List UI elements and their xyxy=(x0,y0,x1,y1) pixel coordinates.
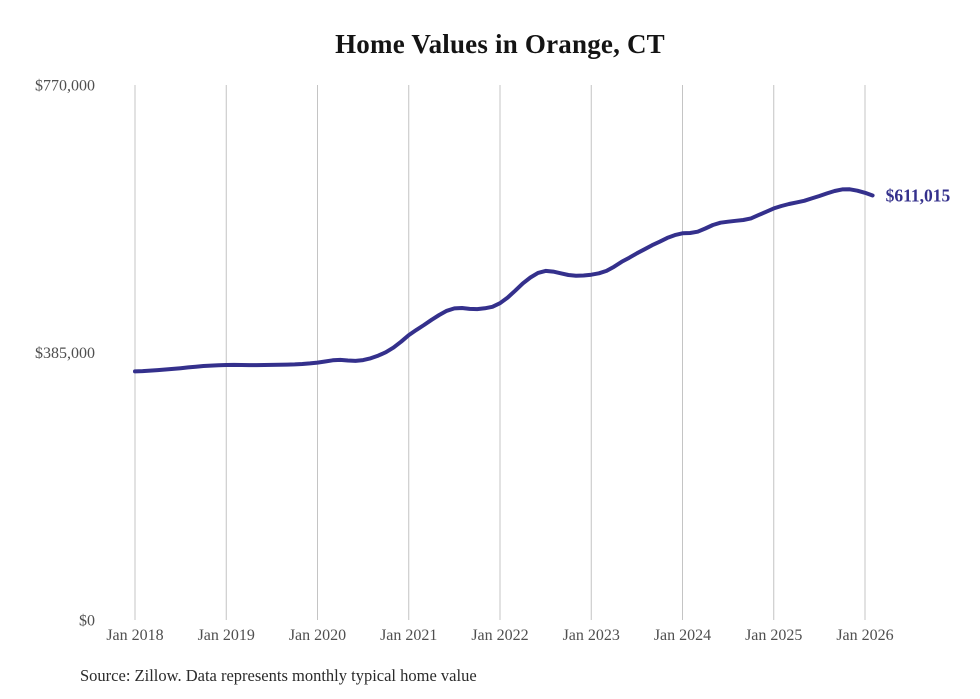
y-axis-tick-label: $770,000 xyxy=(35,78,95,95)
x-axis-tick-label: Jan 2026 xyxy=(836,627,893,644)
x-axis-tick-label: Jan 2021 xyxy=(380,627,437,644)
x-axis-tick-label: Jan 2024 xyxy=(654,627,711,644)
x-axis-tick-label: Jan 2019 xyxy=(198,627,255,644)
x-axis-tick-label: Jan 2022 xyxy=(471,627,528,644)
x-axis-tick-label: Jan 2025 xyxy=(745,627,802,644)
x-axis-tick-label: Jan 2020 xyxy=(289,627,346,644)
y-axis-tick-label: $385,000 xyxy=(35,345,95,362)
source-note: Source: Zillow. Data represents monthly … xyxy=(80,666,477,685)
latest-value-label: $611,015 xyxy=(886,185,951,205)
chart-title: Home Values in Orange, CT xyxy=(335,29,665,59)
x-axis-tick-label: Jan 2018 xyxy=(106,627,163,644)
x-axis-tick-label: Jan 2023 xyxy=(563,627,620,644)
home-value-line xyxy=(133,187,875,374)
y-axis-tick-label: $0 xyxy=(79,613,95,630)
